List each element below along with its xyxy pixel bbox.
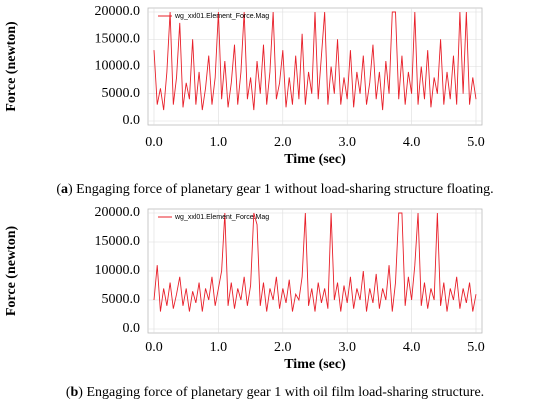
x-tick-label: 2.0	[274, 340, 292, 355]
y-tick-label: 20000.0	[95, 205, 141, 220]
x-axis-title: Time (sec)	[284, 152, 346, 167]
x-tick-label: 3.0	[338, 340, 356, 355]
y-tick-label: 15000.0	[95, 234, 141, 249]
legend-label: wg_xxl01.Element_Force.Mag	[174, 214, 269, 221]
caption-prefix: (	[66, 385, 71, 400]
y-tick-label: 10000.0	[95, 59, 141, 74]
y-tick-label: 20000.0	[95, 4, 141, 19]
series-line	[153, 212, 477, 312]
x-tick-label: 5.0	[467, 340, 485, 355]
caption-prefix: (	[56, 182, 61, 197]
y-tick-label: 10000.0	[95, 263, 141, 278]
y-tick-label: 5000.0	[102, 86, 141, 101]
y-tick-label: 0.0	[123, 321, 141, 336]
legend-label: wg_xxl01.Element_Force.Mag	[174, 13, 269, 20]
caption-label: b	[71, 385, 79, 400]
caption: (a) Engaging force of planetary gear 1 w…	[56, 182, 493, 197]
caption-text: ) Engaging force of planetary gear 1 wit…	[78, 385, 484, 400]
y-axis-title: Force (newton)	[4, 226, 19, 317]
y-tick-label: 15000.0	[95, 31, 141, 46]
y-tick-label: 5000.0	[102, 292, 141, 307]
x-tick-label: 0.0	[145, 340, 163, 355]
x-tick-label: 0.0	[145, 135, 163, 150]
x-tick-label: 4.0	[403, 340, 421, 355]
x-tick-label: 4.0	[403, 135, 421, 150]
y-axis-title: Force (newton)	[4, 21, 19, 112]
x-tick-label: 3.0	[338, 135, 356, 150]
x-tick-label: 1.0	[210, 340, 228, 355]
caption-label: a	[61, 182, 68, 197]
x-tick-label: 5.0	[467, 135, 485, 150]
series-line	[153, 11, 477, 111]
y-tick-label: 0.0	[123, 113, 141, 128]
x-tick-label: 1.0	[210, 135, 228, 150]
x-axis-title: Time (sec)	[284, 357, 346, 372]
x-tick-label: 2.0	[274, 135, 292, 150]
caption: (b) Engaging force of planetary gear 1 w…	[66, 385, 484, 400]
caption-text: ) Engaging force of planetary gear 1 wit…	[68, 182, 494, 197]
